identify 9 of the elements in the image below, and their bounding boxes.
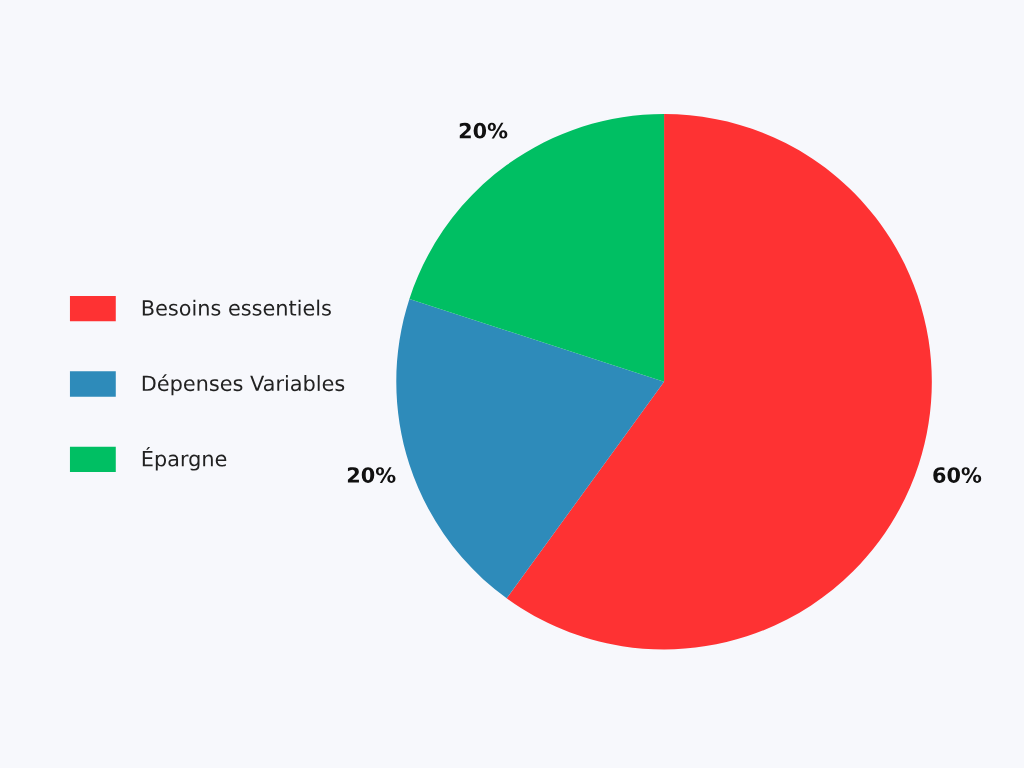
data-label: 20% [459,122,508,139]
legend-label: Dépenses Variables [142,374,345,396]
pie-slice [506,113,932,650]
pie-slice [409,113,665,382]
pie-slice [396,298,665,599]
legend-label: Besoins essentiels [142,299,331,316]
data-label: 20% [347,467,396,483]
legend-label: Épargne [142,447,227,471]
data-label: 60% [933,467,982,483]
